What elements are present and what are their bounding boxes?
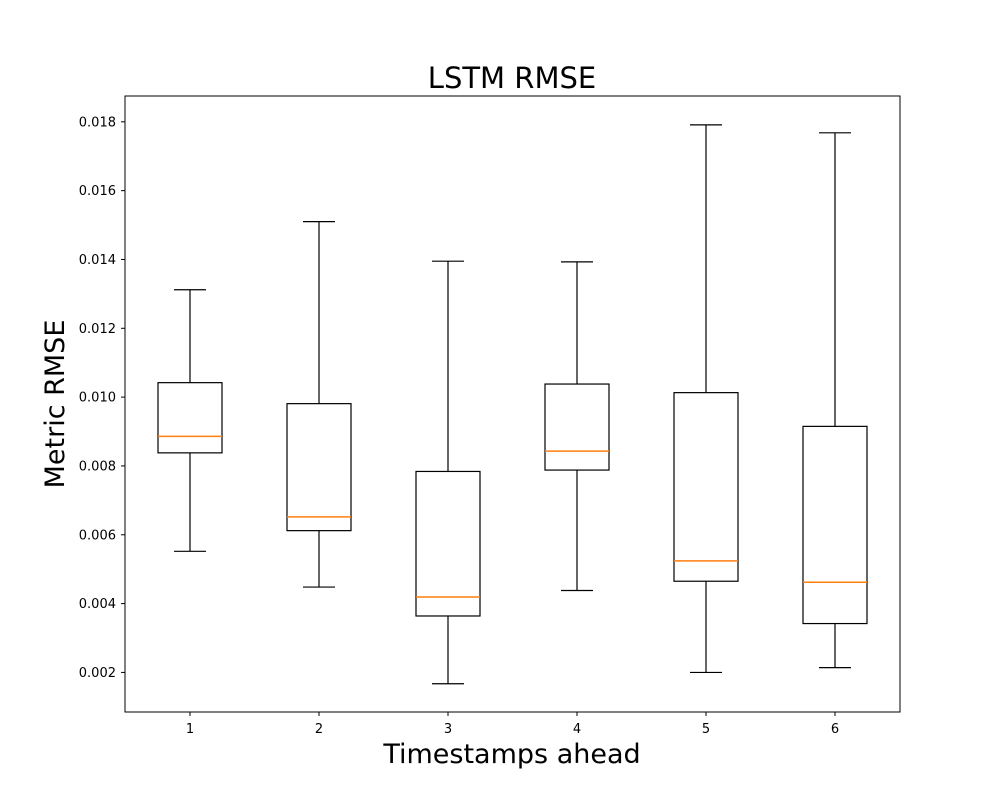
y-tick-label: 0.010 [79, 391, 116, 406]
x-tick-label: 1 [186, 722, 194, 737]
x-tick-label: 6 [831, 722, 839, 737]
box-3 [415, 260, 481, 685]
y-axis: 0.002 0.004 0.006 0.008 0.010 0.012 0.014 0.016… [79, 115, 125, 681]
y-axis-label: Metric RMSE [40, 320, 71, 489]
box-iqr [802, 425, 868, 625]
x-tick-label: 2 [315, 722, 323, 737]
boxes-group [157, 124, 868, 685]
box-iqr [673, 392, 739, 582]
chart-title: LSTM RMSE [428, 61, 596, 95]
box-iqr [286, 403, 352, 532]
y-tick-label: 0.014 [79, 253, 116, 268]
x-axis-label: Timestamps ahead [382, 739, 640, 770]
box-1 [157, 289, 223, 552]
y-tick-label: 0.004 [79, 597, 116, 612]
x-tick-label: 4 [573, 722, 581, 737]
y-tick-label: 0.002 [79, 666, 116, 681]
box-iqr [544, 383, 610, 471]
y-tick-label: 0.008 [79, 459, 116, 474]
y-tick-label: 0.016 [79, 184, 116, 199]
x-tick-label: 3 [444, 722, 452, 737]
y-tick-label: 0.012 [79, 322, 116, 337]
y-tick-label: 0.006 [79, 528, 116, 543]
x-axis: 1 2 3 4 5 6 [186, 712, 839, 737]
box-6 [802, 132, 868, 669]
box-iqr [415, 470, 481, 617]
box-5 [673, 124, 739, 674]
box-iqr [157, 382, 223, 454]
y-tick-label: 0.018 [79, 115, 116, 130]
plot-area-frame [124, 95, 901, 713]
x-tick-label: 5 [702, 722, 710, 737]
box-2 [286, 221, 352, 588]
box-4 [544, 261, 610, 592]
